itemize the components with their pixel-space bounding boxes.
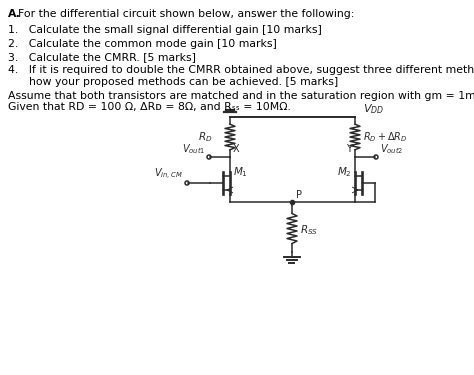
Text: $V_{out2}$: $V_{out2}$ (380, 142, 403, 156)
Text: 4.   If it is required to double the CMRR obtained above, suggest three differen: 4. If it is required to double the CMRR … (8, 65, 474, 75)
Text: P: P (296, 190, 302, 200)
Text: A.: A. (8, 9, 21, 19)
Text: $M_2$: $M_2$ (337, 165, 352, 179)
Text: how your proposed methods can be achieved. [5 marks]: how your proposed methods can be achieve… (8, 77, 338, 87)
Text: Y: Y (346, 144, 352, 154)
Text: $V_{in,CM}$: $V_{in,CM}$ (154, 167, 183, 182)
Text: 2.   Calculate the common mode gain [10 marks]: 2. Calculate the common mode gain [10 ma… (8, 39, 277, 49)
Text: Given that RD = 100 Ω, ΔRᴅ = 8Ω, and Rₛₛ = 10MΩ.: Given that RD = 100 Ω, ΔRᴅ = 8Ω, and Rₛₛ… (8, 102, 291, 112)
Text: $V_{DD}$: $V_{DD}$ (363, 102, 384, 116)
Text: 1.   Calculate the small signal differential gain [10 marks]: 1. Calculate the small signal differenti… (8, 25, 322, 35)
Text: X: X (233, 144, 240, 154)
Text: $R_{SS}$: $R_{SS}$ (300, 223, 318, 237)
Text: $R_D$: $R_D$ (198, 130, 212, 144)
Text: $M_1$: $M_1$ (233, 165, 248, 179)
Text: $R_D + \Delta R_D$: $R_D + \Delta R_D$ (363, 130, 408, 144)
Text: For the differential circuit shown below, answer the following:: For the differential circuit shown below… (18, 9, 355, 19)
Text: Assume that both transistors are matched and in the saturation region with gm = : Assume that both transistors are matched… (8, 91, 474, 101)
Text: 3.   Calculate the CMRR. [5 marks]: 3. Calculate the CMRR. [5 marks] (8, 52, 196, 62)
Text: $V_{out1}$: $V_{out1}$ (182, 142, 205, 156)
